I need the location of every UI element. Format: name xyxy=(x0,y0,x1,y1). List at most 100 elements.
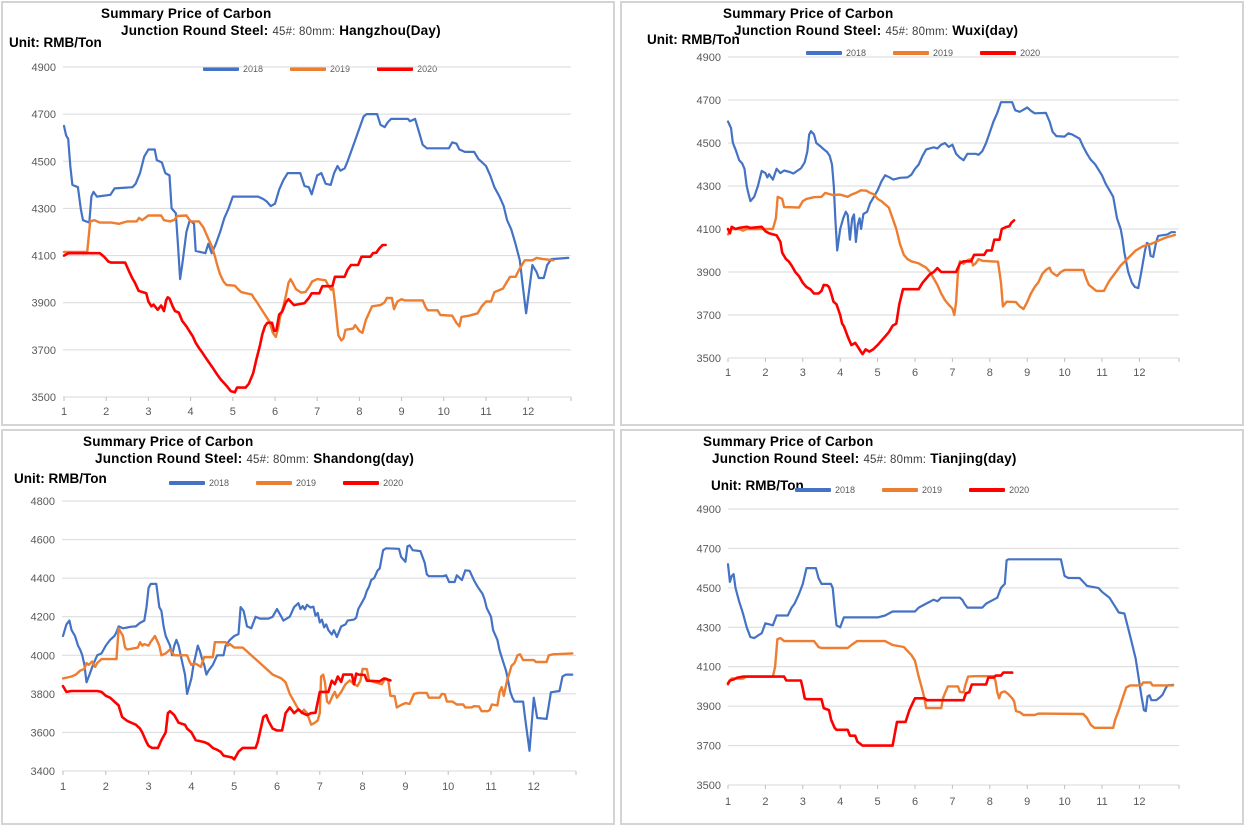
chart-title-line1: Summary Price of Carbon xyxy=(83,434,254,449)
legend-item-2018: 2018 xyxy=(203,64,263,74)
x-axis-label: 8 xyxy=(987,796,993,808)
y-axis-label: 4100 xyxy=(697,224,721,236)
legend-line-2020-icon xyxy=(980,51,1017,55)
legend: 2018 2019 2020 xyxy=(169,478,403,488)
y-axis-label: 3900 xyxy=(697,701,721,713)
title-spec: 45#: 80mm: xyxy=(272,26,336,38)
x-axis-label: 7 xyxy=(317,781,323,793)
y-axis-label: 4300 xyxy=(697,181,721,193)
legend-item-2020: 2020 xyxy=(969,485,1029,495)
legend-item-2018: 2018 xyxy=(795,485,855,495)
x-axis-label: 5 xyxy=(875,367,881,379)
legend-label-2020: 2020 xyxy=(1009,485,1030,495)
legend-item-2018: 2018 xyxy=(806,48,866,58)
legend-label-2019: 2019 xyxy=(922,485,943,495)
legend-line-2018-icon xyxy=(795,488,831,492)
legend-item-2019: 2019 xyxy=(893,48,953,58)
legend-label-2018: 2018 xyxy=(846,48,867,58)
x-axis-label: 11 xyxy=(1096,367,1107,379)
x-axis-label: 1 xyxy=(61,406,67,418)
y-axis-label: 3700 xyxy=(697,741,721,753)
x-axis-label: 11 xyxy=(485,781,496,793)
x-axis-label: 4 xyxy=(837,367,843,379)
x-axis-label: 7 xyxy=(949,796,955,808)
series-line-2019 xyxy=(726,189,1177,317)
x-axis-label: 3 xyxy=(146,781,152,793)
x-axis-label: 10 xyxy=(1058,796,1070,808)
series-line-2020 xyxy=(61,672,392,761)
chart-title-line2: Junction Round Steel: 45#: 80mm: Tianjing(… xyxy=(712,451,1017,466)
legend-item-2020: 2020 xyxy=(980,48,1040,58)
chart-title-line2: Junction Round Steel: 45#: 80mm: Shandong(… xyxy=(95,451,414,466)
series-line-2020 xyxy=(726,219,1016,356)
legend-label-2018: 2018 xyxy=(835,485,856,495)
legend-label-2020: 2020 xyxy=(417,64,438,74)
y-axis-label: 4000 xyxy=(31,650,55,662)
unit-label: Unit: RMB/Ton xyxy=(9,35,102,50)
y-axis-label: 4500 xyxy=(32,156,56,168)
title-city: Tianjing(day) xyxy=(930,451,1017,466)
chart-panel-tianjing: Summary Price of Carbon Junction Round S… xyxy=(620,429,1244,825)
legend-item-2018: 2018 xyxy=(169,478,229,488)
series-line-2019 xyxy=(61,627,574,726)
x-axis-label: 12 xyxy=(528,781,540,793)
y-axis-label: 3800 xyxy=(31,689,55,701)
legend-item-2019: 2019 xyxy=(882,485,942,495)
x-axis-label: 9 xyxy=(402,781,408,793)
x-axis-label: 5 xyxy=(231,781,237,793)
x-axis-label: 6 xyxy=(274,781,280,793)
title-series-name: Junction Round Steel: xyxy=(95,451,243,466)
legend: 2018 2019 2020 xyxy=(203,64,437,74)
legend-item-2019: 2019 xyxy=(256,478,316,488)
x-axis-label: 4 xyxy=(837,796,843,808)
y-axis-label: 4900 xyxy=(697,504,721,516)
legend-item-2019: 2019 xyxy=(290,64,350,74)
y-axis-label: 4500 xyxy=(697,138,721,150)
y-axis-label: 4700 xyxy=(32,109,56,121)
legend-label-2019: 2019 xyxy=(330,64,351,74)
title-city: Hangzhou(Day) xyxy=(339,23,441,38)
x-axis-label: 12 xyxy=(1133,367,1145,379)
x-axis-label: 12 xyxy=(522,406,534,418)
x-axis-label: 8 xyxy=(356,406,362,418)
x-axis-label: 9 xyxy=(1024,796,1030,808)
y-axis-label: 3500 xyxy=(32,392,56,404)
legend-line-2020-icon xyxy=(343,481,380,485)
x-axis-label: 11 xyxy=(480,406,491,418)
x-axis-label: 1 xyxy=(60,781,66,793)
x-axis-label: 2 xyxy=(762,796,768,808)
chart-panel-hangzhou: Summary Price of Carbon Junction Round S… xyxy=(1,1,615,426)
chart-title-line1: Summary Price of Carbon xyxy=(723,6,894,21)
y-axis-label: 4300 xyxy=(697,622,721,634)
y-axis-label: 4300 xyxy=(32,203,56,215)
y-axis-label: 4700 xyxy=(697,95,721,107)
x-axis-label: 8 xyxy=(987,367,993,379)
y-axis-label: 3500 xyxy=(697,780,721,792)
x-axis-label: 10 xyxy=(438,406,450,418)
x-axis-label: 6 xyxy=(912,796,918,808)
x-axis-label: 7 xyxy=(314,406,320,418)
y-axis-label: 4100 xyxy=(697,662,721,674)
series-line-2020 xyxy=(62,243,387,394)
legend: 2018 2019 2020 xyxy=(806,48,1040,58)
title-spec: 45#: 80mm: xyxy=(863,454,927,466)
title-spec: 45#: 80mm: xyxy=(246,454,310,466)
y-axis-label: 3400 xyxy=(31,766,55,778)
y-axis-label: 3500 xyxy=(697,353,721,365)
y-axis-label: 4100 xyxy=(32,251,56,263)
title-series-name: Junction Round Steel: xyxy=(712,451,860,466)
chart-title-line2: Junction Round Steel: 45#: 80mm: Wuxi(day) xyxy=(734,23,1018,38)
unit-label: Unit: RMB/Ton xyxy=(647,32,740,47)
y-axis-label: 4500 xyxy=(697,583,721,595)
x-axis-label: 1 xyxy=(725,367,731,379)
series-line-2018 xyxy=(61,544,574,752)
x-axis-label: 12 xyxy=(1133,796,1145,808)
legend-line-2019-icon xyxy=(893,51,930,55)
legend-line-2020-icon xyxy=(377,67,414,71)
legend-line-2018-icon xyxy=(169,481,205,485)
x-axis-label: 3 xyxy=(145,406,151,418)
chart-title-line1: Summary Price of Carbon xyxy=(101,6,272,21)
y-axis-label: 4700 xyxy=(697,543,721,555)
